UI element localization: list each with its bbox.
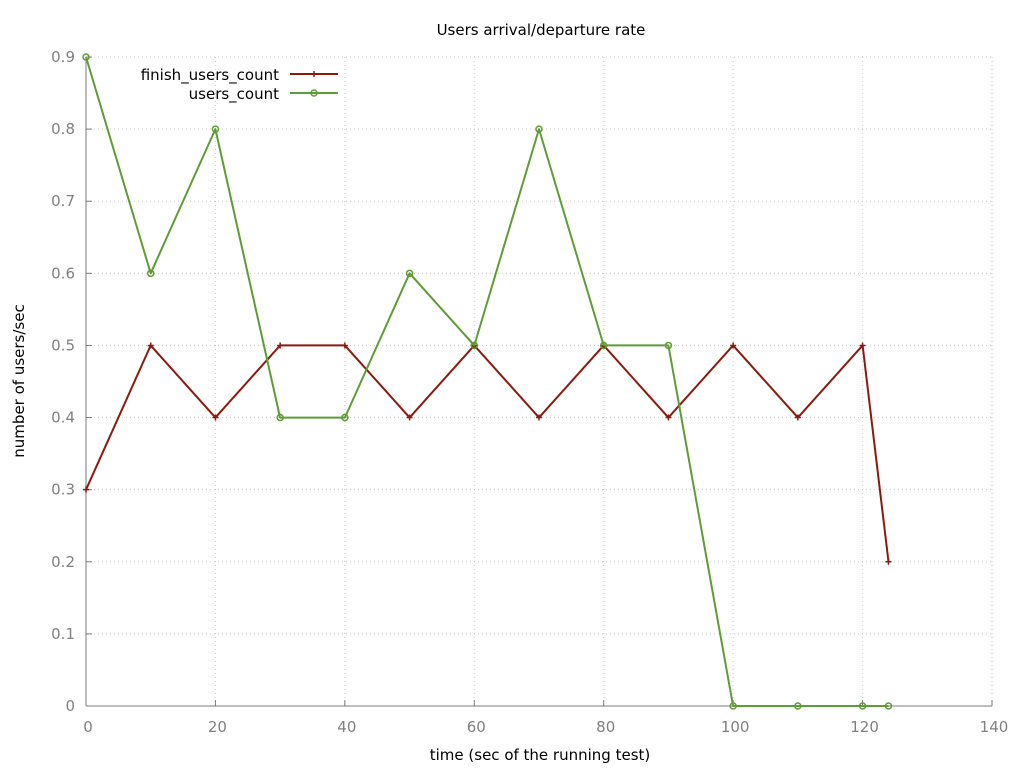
y-tick-label: 0 — [65, 697, 75, 715]
data-point — [859, 342, 866, 349]
data-point — [599, 341, 608, 350]
y-tick-label: 0.2 — [51, 553, 75, 571]
y-axis-label: number of users/sec — [10, 304, 28, 457]
axis-ticks: 0 0.1 0.2 0.3 0.4 0.5 0.6 0.7 0.8 0.9 0 20 40 60 80 100… — [51, 48, 1008, 736]
legend-marker-users-count — [310, 89, 318, 97]
data-point — [730, 342, 737, 349]
data-point — [277, 342, 284, 349]
data-point — [212, 414, 219, 421]
x-tick-label: 100 — [721, 718, 750, 736]
x-tick-label: 40 — [337, 718, 356, 736]
data-point — [664, 341, 673, 350]
data-point — [276, 413, 284, 422]
x-tick-label: 80 — [596, 718, 615, 736]
series-line-users-count — [85, 56, 889, 707]
chart-title: Users arrival/departure rate — [437, 21, 646, 39]
x-tick-label: 60 — [467, 718, 486, 736]
data-point — [147, 342, 154, 349]
y-tick-label: 0.9 — [51, 48, 75, 66]
x-tick-label: 120 — [850, 718, 879, 736]
y-tick-label: 0.4 — [51, 409, 75, 427]
data-point — [885, 558, 892, 565]
y-tick-label: 0.6 — [51, 264, 75, 282]
data-point — [211, 125, 220, 133]
legend-label-users-count: users_count — [189, 85, 279, 104]
data-point — [858, 702, 867, 710]
legend-marker-point — [310, 89, 318, 97]
series-finish-users-count — [83, 342, 892, 565]
data-point — [341, 413, 349, 422]
data-point — [794, 414, 801, 421]
data-point — [884, 702, 893, 710]
y-tick-label: 0.1 — [51, 625, 75, 643]
y-tick-label: 0.8 — [51, 120, 75, 138]
data-point — [83, 486, 89, 493]
data-point — [665, 414, 672, 421]
y-tick-label: 0.3 — [51, 481, 75, 499]
data-point — [406, 414, 413, 421]
data-point — [470, 341, 479, 350]
data-point — [146, 269, 155, 278]
legend-label-finish-users-count: finish_users_count — [141, 66, 279, 85]
data-point — [341, 342, 348, 349]
data-point — [535, 125, 543, 133]
legend-marker-finish-users-count — [311, 71, 317, 77]
x-tick-label: 20 — [208, 718, 227, 736]
series-group — [82, 53, 893, 710]
data-point — [405, 269, 414, 278]
legend-marker-point — [311, 71, 317, 77]
series-users-count — [82, 53, 893, 710]
y-tick-label: 0.5 — [51, 336, 75, 354]
data-point — [729, 702, 737, 710]
x-tick-label: 140 — [980, 718, 1009, 736]
x-axis-label: time (sec of the running test) — [430, 746, 651, 764]
series-line-finish-users-count — [85, 344, 890, 562]
y-tick-label: 0.7 — [51, 192, 75, 210]
data-point — [82, 53, 90, 61]
data-point — [794, 702, 802, 710]
legend: finish_users_count users_count — [141, 66, 338, 104]
data-point — [536, 414, 542, 421]
x-tick-label: 0 — [83, 718, 93, 736]
